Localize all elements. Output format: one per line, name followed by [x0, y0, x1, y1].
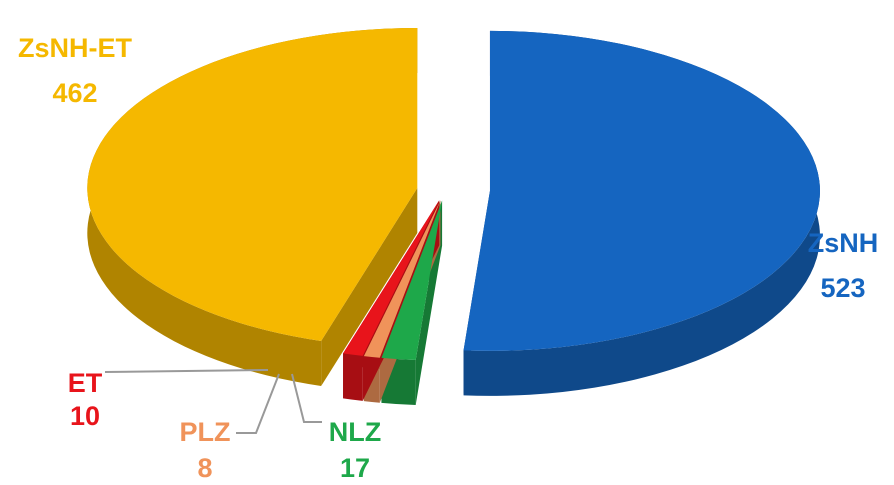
slice	[343, 200, 440, 356]
slice-cut	[321, 28, 418, 387]
slice-label: ZsNH	[808, 228, 879, 258]
slice-label: ZsNH-ET	[18, 33, 133, 63]
slice-value: 462	[52, 78, 97, 108]
slice	[463, 30, 820, 351]
slice-tops	[87, 28, 820, 361]
slice-label: NLZ	[329, 417, 381, 447]
slice-value: 17	[340, 453, 370, 483]
slice-value: 10	[70, 401, 100, 431]
slice-cut	[463, 30, 490, 396]
slice-value: 523	[820, 273, 865, 303]
slice-label: ET	[68, 368, 103, 398]
slice	[87, 28, 418, 342]
slice	[363, 200, 441, 358]
slice-value: 8	[197, 453, 212, 483]
slice	[381, 200, 443, 361]
leader-line	[236, 373, 280, 434]
slice-label: PLZ	[180, 417, 231, 447]
leader-line	[104, 369, 269, 373]
leader-line	[291, 373, 322, 423]
